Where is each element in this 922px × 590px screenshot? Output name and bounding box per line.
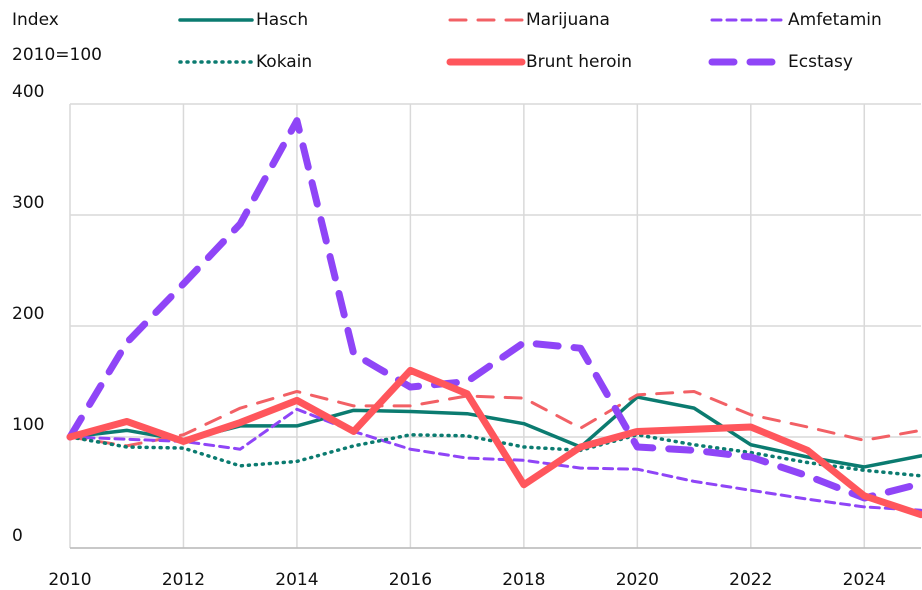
series-line	[66, 117, 922, 502]
series-line	[68, 395, 922, 469]
x-tick-label: 2014	[275, 570, 318, 590]
legend-label: Amfetamin	[788, 10, 882, 30]
series-line	[68, 389, 922, 448]
y-axis-label: Index	[12, 10, 59, 30]
x-tick-label: 2012	[162, 570, 205, 590]
y-tick-label: 0	[12, 526, 23, 546]
y-tick-label: 300	[12, 193, 44, 213]
x-tick-label: 2016	[389, 570, 432, 590]
legend-label: Hasch	[256, 10, 308, 30]
x-tick-label: 2018	[502, 570, 545, 590]
series-line	[66, 366, 922, 519]
y-tick-label: 200	[12, 304, 44, 324]
x-tick-label: 2020	[616, 570, 659, 590]
legend-label: Ecstasy	[788, 52, 853, 72]
x-tick-label: 2024	[843, 570, 886, 590]
x-tick-label: 2022	[729, 570, 772, 590]
y-axis-label: 2010=100	[12, 45, 102, 65]
y-tick-label: 400	[12, 82, 44, 102]
legend-label: Brunt heroin	[526, 52, 632, 72]
x-tick-label: 2010	[48, 570, 91, 590]
legend-label: Marijuana	[526, 10, 610, 30]
legend-label: Kokain	[256, 52, 312, 72]
series-line	[68, 407, 922, 512]
y-tick-label: 100	[12, 415, 44, 435]
